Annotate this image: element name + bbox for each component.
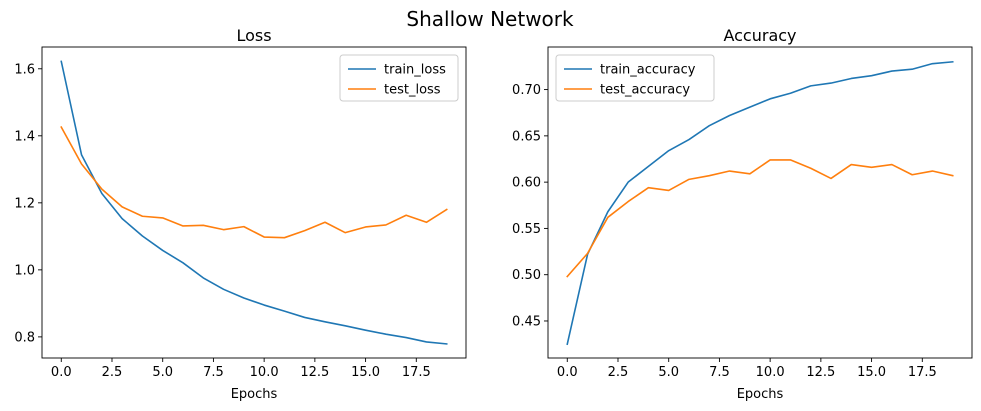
accuracy-y-tick-label: 0.60 — [512, 176, 541, 191]
loss-y-tick-label: 0.8 — [14, 330, 35, 345]
accuracy-y-tick-label: 0.70 — [512, 83, 541, 98]
accuracy-x-tick-label: 17.5 — [908, 365, 937, 380]
loss-series-line-train_loss — [60, 60, 448, 345]
loss-x-tick-label: 10.0 — [250, 365, 279, 380]
loss-x-tick-label: 5.0 — [152, 365, 173, 380]
accuracy-x-tick-label: 2.5 — [608, 365, 629, 380]
accuracy-legend-box — [555, 54, 715, 102]
accuracy-x-tick-label: 7.5 — [709, 365, 730, 380]
accuracy-series-line-train_accuracy — [566, 60, 954, 346]
loss-y-tick-label: 1.6 — [14, 62, 35, 77]
loss-y-tick-label: 1.4 — [14, 129, 35, 144]
accuracy-x-tick-label: 5.0 — [658, 365, 679, 380]
figure-title: Shallow Network — [406, 7, 574, 31]
loss-series-line-test_loss — [60, 126, 448, 239]
loss-x-tick-label: 15.0 — [351, 365, 380, 380]
loss-legend-label-train_loss: train_loss — [384, 63, 446, 78]
accuracy-chart-title: Accuracy — [723, 26, 796, 45]
loss-x-tick-label: 0.0 — [51, 365, 72, 380]
accuracy-y-tick-label: 0.65 — [512, 129, 541, 144]
loss-x-tick-label: 2.5 — [102, 365, 123, 380]
accuracy-y-tick-label: 0.55 — [512, 222, 541, 237]
loss-y-tick-label: 1.2 — [14, 196, 35, 211]
loss-chart: Loss 0.0 2.5 5.0 7.5 10.0 12.5 15.0 17.5 0.8 1.0 1.… — [14, 26, 467, 402]
accuracy-series-line-test_accuracy — [566, 159, 954, 278]
accuracy-legend-label-train_accuracy: train_accuracy — [600, 63, 696, 78]
accuracy-legend-label-test_accuracy: test_accuracy — [600, 83, 690, 98]
loss-chart-title: Loss — [236, 26, 271, 45]
accuracy-axes-frame — [547, 46, 973, 359]
loss-x-tick-label: 17.5 — [402, 365, 431, 380]
accuracy-chart: Accuracy 0.0 2.5 5.0 7.5 10.0 12.5 15.0 17.5 0.45… — [512, 26, 973, 402]
accuracy-y-tick-label: 0.45 — [512, 314, 541, 329]
accuracy-x-tick-label: 15.0 — [857, 365, 886, 380]
loss-x-axis-label: Epochs — [231, 387, 278, 402]
accuracy-x-tick-label: 12.5 — [806, 365, 835, 380]
loss-legend: train_loss test_loss — [339, 54, 459, 102]
accuracy-x-tick-label: 0.0 — [557, 365, 578, 380]
loss-legend-label-test_loss: test_loss — [384, 83, 441, 98]
loss-x-tick-label: 12.5 — [300, 365, 329, 380]
loss-x-tick-label: 7.5 — [203, 365, 224, 380]
accuracy-legend: train_accuracy test_accuracy — [555, 54, 715, 102]
accuracy-y-tick-label: 0.50 — [512, 268, 541, 283]
loss-y-tick-label: 1.0 — [14, 263, 35, 278]
accuracy-x-tick-label: 10.0 — [756, 365, 785, 380]
accuracy-x-axis-label: Epochs — [737, 387, 784, 402]
